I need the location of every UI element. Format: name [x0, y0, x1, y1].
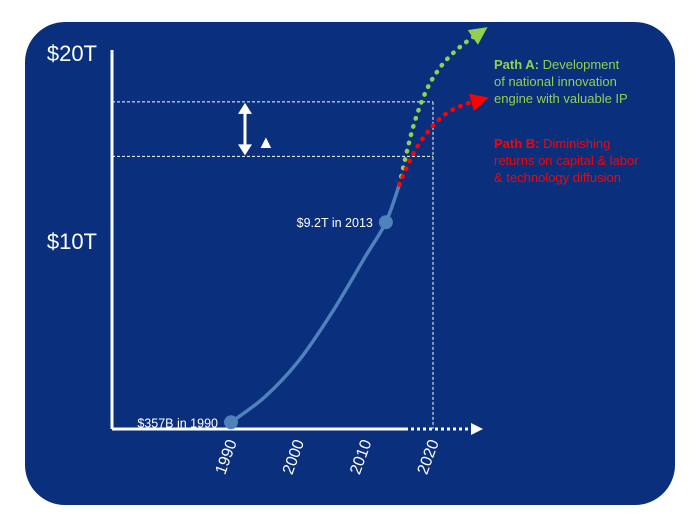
series-line-path-a: [397, 27, 488, 187]
x-tick-label: 2010: [347, 437, 375, 476]
delta-symbol: ▲: [257, 132, 275, 152]
annotation-path-a: Path A: Development of national innovatio…: [494, 57, 628, 106]
annotation-line: Development: [539, 57, 620, 72]
data-point-label: $357B in 1990: [137, 416, 218, 430]
annotation-path-b: Path B: Diminishing returns on capital & …: [494, 136, 639, 185]
annotation-line: & technology diffusion: [494, 170, 621, 185]
annotation-line: of national innovation: [494, 74, 617, 89]
y-tick-label: $20T: [47, 41, 97, 66]
delta-arrow-head-down: [238, 144, 252, 156]
x-tick-label: 1990: [213, 437, 241, 476]
x-tick-label: 2000: [280, 437, 308, 476]
annotation-title: Path A:: [494, 57, 539, 72]
delta-arrow-head-up: [238, 102, 252, 114]
annotation-line: engine with valuable IP: [494, 91, 628, 106]
gdp-chart: ▲ $10T $20T 1990 2000 2010 2020 $357B in 1990…: [47, 27, 639, 477]
x-tick-label: 2020: [415, 437, 443, 476]
annotation-title: Path B:: [494, 136, 540, 151]
data-point-marker: [224, 415, 238, 430]
y-tick-label: $10T: [47, 229, 97, 254]
data-point-marker: [378, 215, 393, 230]
annotation-line: Diminishing: [540, 136, 611, 151]
slide-background: ▲ $10T $20T 1990 2000 2010 2020 $357B in 1990…: [25, 22, 675, 505]
annotation-line: returns on capital & labor: [494, 153, 639, 168]
series-line-path-b: [397, 93, 489, 187]
data-point-label: $9.2T in 2013: [297, 216, 373, 230]
